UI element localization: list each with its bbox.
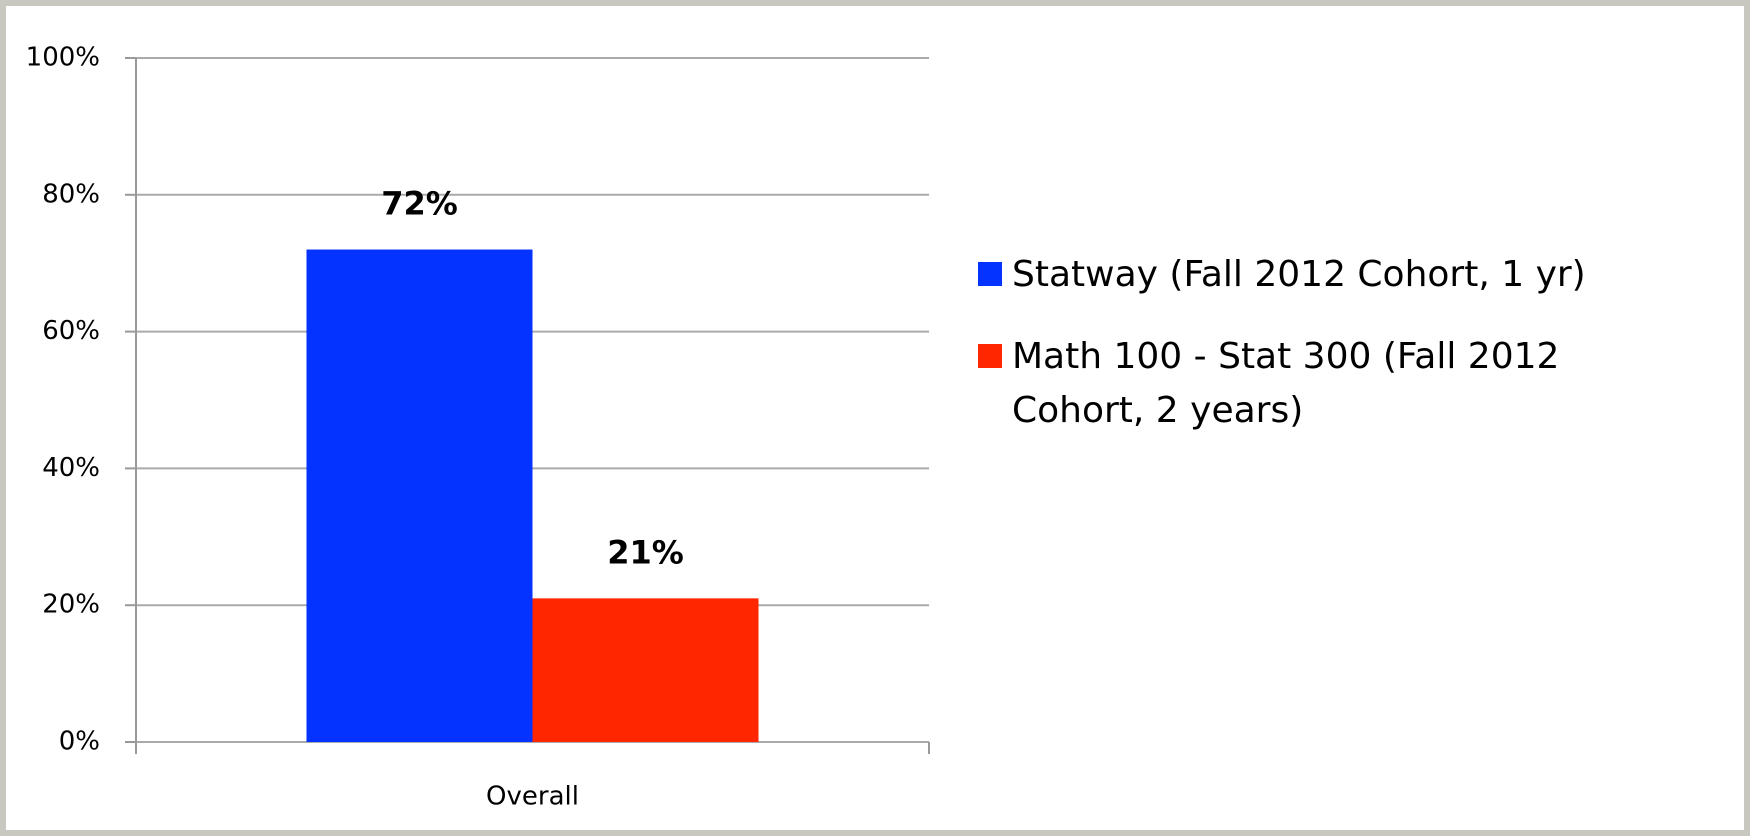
y-tick-label: 80%: [42, 179, 100, 209]
legend-label: Statway (Fall 2012 Cohort, 1 yr): [1012, 254, 1586, 295]
data-label: 21%: [607, 533, 684, 571]
data-label: 72%: [381, 185, 458, 223]
legend-item: Statway (Fall 2012 Cohort, 1 yr): [978, 248, 1628, 302]
y-tick-label: 40%: [42, 453, 100, 483]
x-tick-label: Overall: [486, 782, 579, 812]
legend-swatch: [978, 262, 1002, 286]
bar: [306, 249, 533, 742]
legend-item: Math 100 - Stat 300 (Fall 2012 Cohort, 2…: [978, 330, 1628, 438]
y-tick-label: 60%: [42, 316, 100, 346]
legend-label: Math 100 - Stat 300 (Fall 2012 Cohort, 2…: [1012, 336, 1560, 431]
bar: [532, 598, 759, 742]
y-tick-label: 20%: [42, 590, 100, 620]
y-tick-label: 100%: [26, 43, 100, 73]
legend-swatch: [978, 344, 1002, 368]
legend: Statway (Fall 2012 Cohort, 1 yr) Math 100…: [978, 248, 1628, 466]
y-tick-label: 0%: [59, 727, 100, 757]
